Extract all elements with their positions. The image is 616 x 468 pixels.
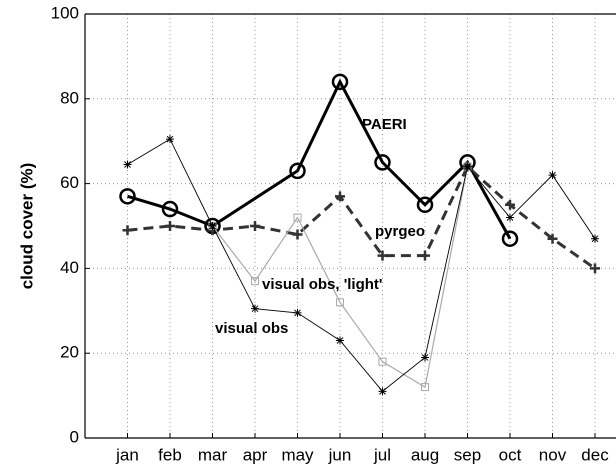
- marker: [590, 263, 600, 274]
- marker: [251, 304, 259, 313]
- marker: [123, 160, 132, 169]
- marker: [336, 336, 344, 345]
- x-tick-label: aug: [411, 445, 439, 464]
- x-tick-label: jul: [373, 445, 391, 464]
- marker: [293, 308, 302, 317]
- marker: [122, 225, 133, 236]
- marker: [548, 171, 557, 180]
- marker: [289, 162, 306, 180]
- series-line: [127, 78, 512, 240]
- series-label: pyrgeo: [375, 223, 425, 240]
- marker: [250, 221, 260, 231]
- y-tick-label: 100: [51, 3, 79, 22]
- x-tick-label: sep: [454, 445, 481, 464]
- marker: [161, 200, 179, 218]
- x-tick-label: oct: [499, 445, 522, 464]
- series-label: PAERI: [362, 116, 407, 133]
- x-tick-label: jan: [115, 445, 139, 464]
- x-tick-label: jun: [328, 445, 352, 464]
- marker: [547, 233, 558, 244]
- y-tick-label: 20: [60, 343, 79, 362]
- marker: [292, 229, 303, 240]
- marker: [378, 357, 387, 366]
- marker: [377, 250, 388, 261]
- marker: [208, 222, 217, 230]
- marker: [293, 213, 302, 222]
- series-label: visual obs, 'light': [262, 276, 382, 293]
- marker: [420, 250, 430, 261]
- series-line: [127, 164, 596, 270]
- marker: [421, 353, 429, 362]
- marker: [506, 213, 514, 222]
- marker: [463, 162, 472, 171]
- y-tick-label: 60: [60, 173, 79, 192]
- marker: [416, 196, 434, 214]
- x-tick-label: may: [281, 445, 314, 464]
- marker: [335, 191, 345, 202]
- marker: [505, 199, 515, 210]
- marker: [374, 154, 391, 171]
- y-tick-label: 80: [60, 88, 79, 107]
- y-tick-label: 0: [70, 427, 79, 446]
- series-label: visual obs: [215, 320, 288, 337]
- series-line: [212, 166, 469, 389]
- y-axis-label: cloud cover (%): [17, 163, 36, 290]
- marker: [378, 387, 387, 396]
- x-tick-label: dec: [581, 445, 609, 464]
- marker: [119, 188, 136, 205]
- marker: [501, 230, 519, 247]
- y-tick-label: 40: [60, 258, 79, 277]
- marker: [251, 277, 259, 286]
- series-line: [127, 138, 596, 392]
- x-tick-label: nov: [539, 445, 567, 464]
- marker: [331, 73, 349, 91]
- x-tick-label: apr: [243, 445, 268, 464]
- marker: [166, 135, 174, 144]
- marker: [336, 298, 344, 307]
- x-tick-label: mar: [198, 445, 228, 464]
- marker: [165, 221, 175, 231]
- x-tick-label: feb: [158, 445, 182, 464]
- marker: [421, 383, 429, 392]
- marker: [591, 234, 599, 243]
